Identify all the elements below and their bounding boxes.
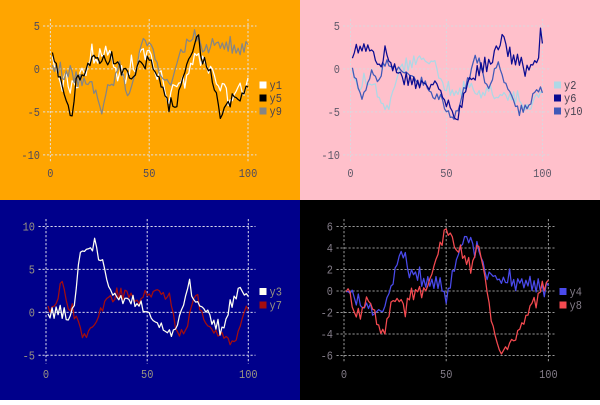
svg-text:-10: -10 [21, 150, 40, 163]
svg-text:6: 6 [327, 222, 333, 235]
svg-text:y6: y6 [564, 93, 576, 106]
svg-text:-10: -10 [321, 150, 340, 163]
svg-text:5: 5 [29, 265, 35, 278]
svg-text:50: 50 [141, 369, 154, 382]
svg-text:100: 100 [539, 369, 558, 382]
svg-text:y10: y10 [564, 106, 583, 119]
svg-text:5: 5 [334, 21, 340, 34]
svg-text:y4: y4 [570, 287, 583, 300]
svg-text:0: 0 [29, 308, 35, 321]
svg-text:0: 0 [334, 64, 340, 77]
svg-text:100: 100 [533, 168, 552, 181]
svg-text:0: 0 [327, 286, 333, 299]
svg-text:10: 10 [23, 222, 36, 235]
svg-text:-5: -5 [23, 351, 35, 364]
svg-text:-6: -6 [321, 351, 333, 364]
svg-text:-4: -4 [321, 329, 334, 342]
svg-text:0: 0 [43, 369, 49, 382]
svg-text:y8: y8 [570, 300, 582, 313]
svg-text:50: 50 [143, 168, 156, 181]
svg-text:-5: -5 [28, 107, 40, 120]
svg-text:-5: -5 [328, 107, 340, 120]
svg-text:-2: -2 [321, 308, 333, 321]
svg-text:2: 2 [327, 265, 333, 278]
svg-text:y5: y5 [270, 93, 282, 106]
svg-text:5: 5 [34, 21, 40, 34]
svg-text:y3: y3 [270, 287, 282, 300]
svg-text:4: 4 [327, 243, 333, 256]
svg-text:y2: y2 [564, 80, 576, 93]
svg-text:0: 0 [347, 168, 353, 181]
svg-text:y7: y7 [270, 300, 282, 313]
svg-text:y9: y9 [270, 106, 282, 119]
svg-text:100: 100 [239, 369, 258, 382]
svg-text:50: 50 [440, 369, 453, 382]
svg-text:50: 50 [440, 168, 453, 181]
svg-text:100: 100 [239, 168, 258, 181]
svg-text:0: 0 [341, 369, 347, 382]
svg-text:y1: y1 [270, 80, 283, 93]
svg-text:0: 0 [47, 168, 53, 181]
svg-text:0: 0 [34, 64, 40, 77]
